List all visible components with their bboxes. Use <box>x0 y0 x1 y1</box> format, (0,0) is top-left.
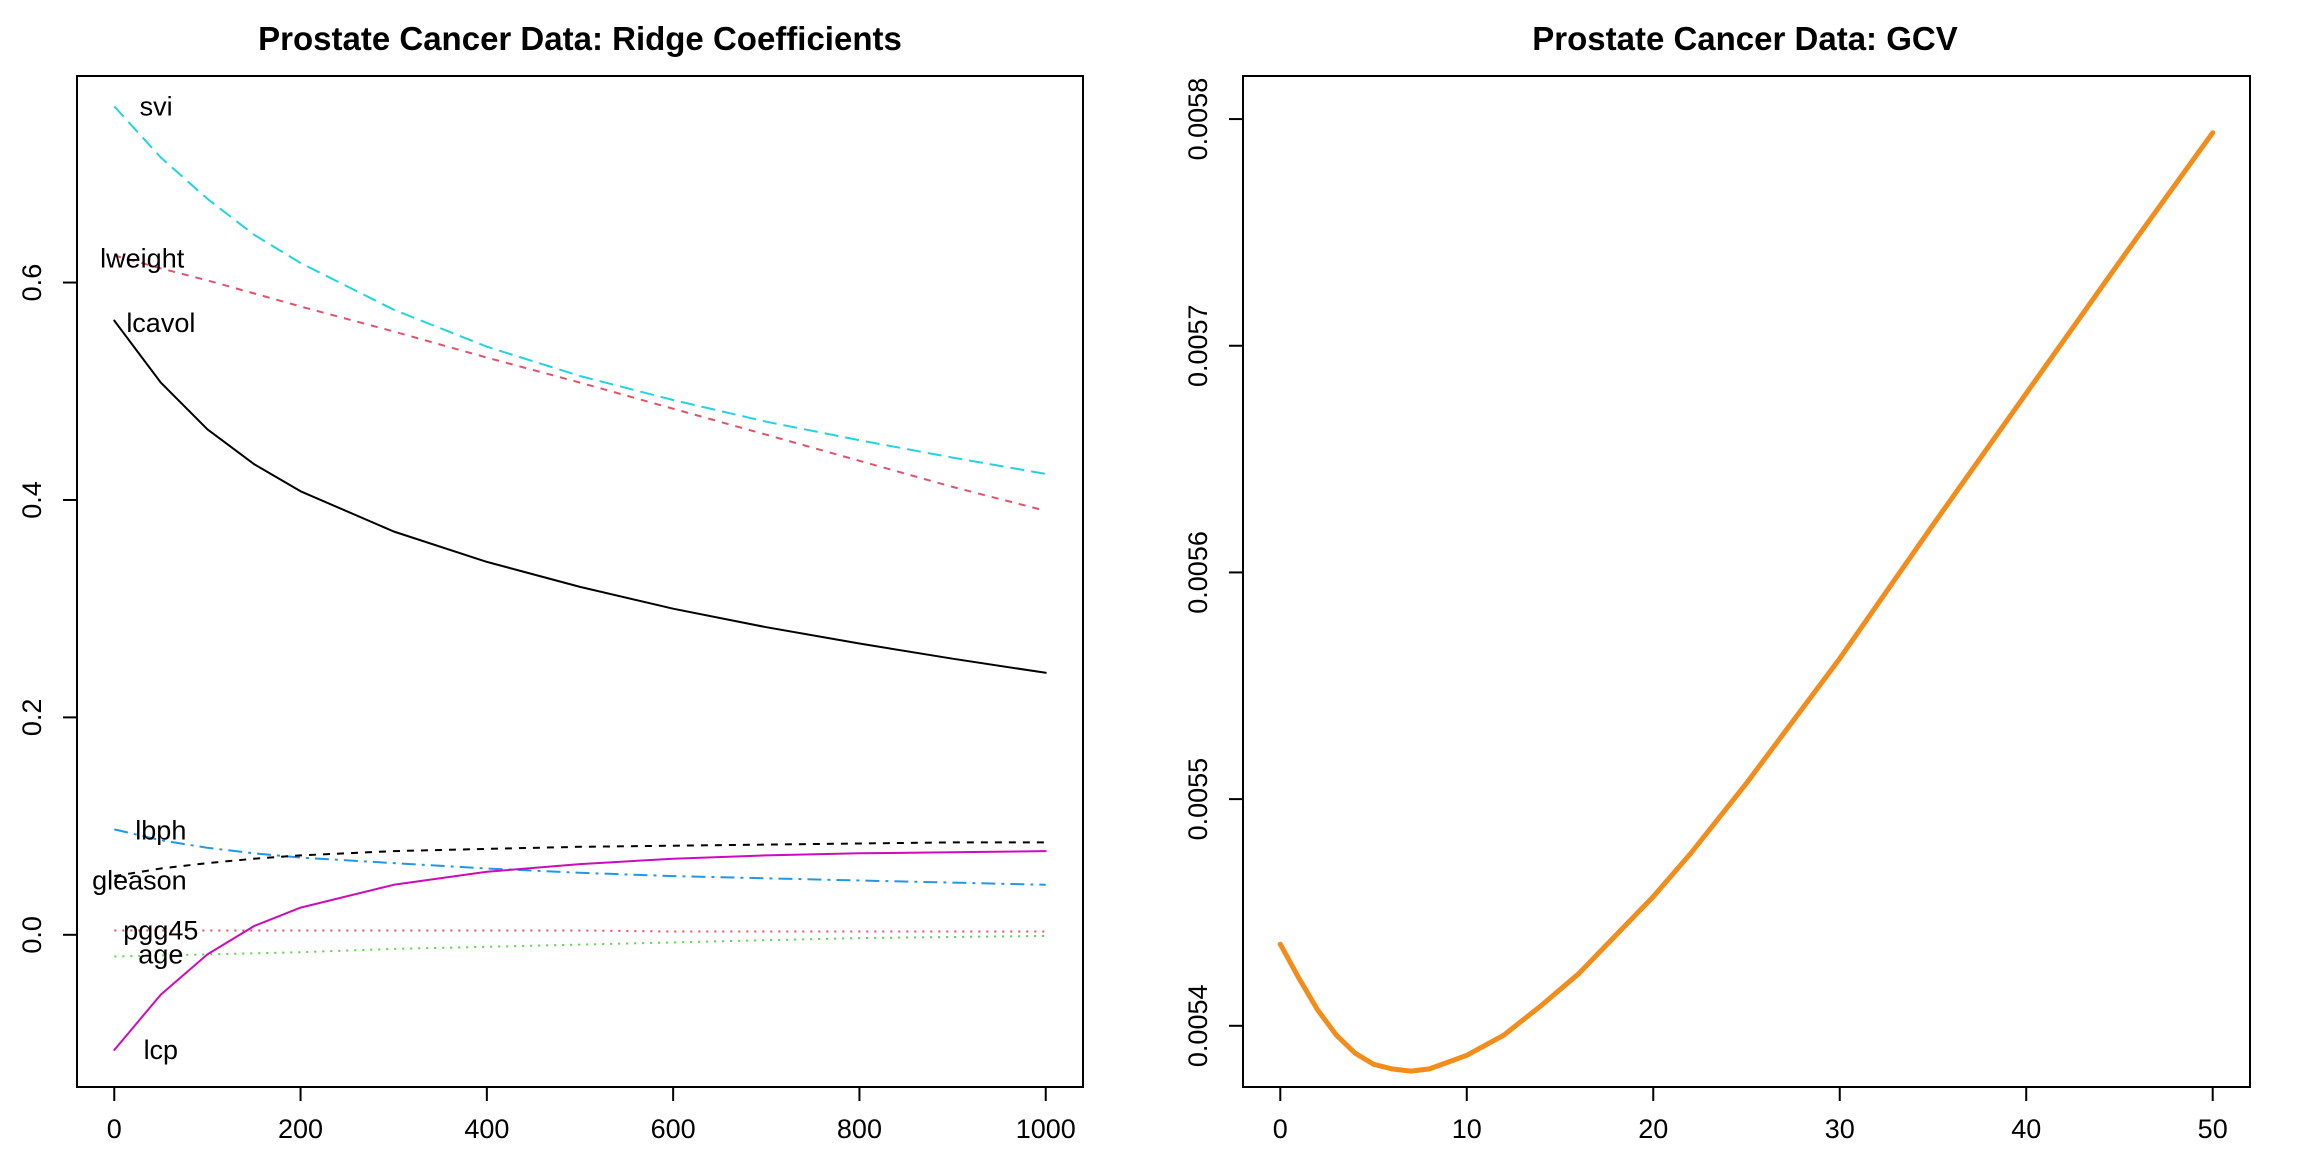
y-tick-label: 0.6 <box>17 264 47 302</box>
x-tick-label: 0 <box>1273 1114 1288 1144</box>
x-tick-label: 800 <box>837 1114 882 1144</box>
y-axis: 0.0054 0.0055 0.0056 0.0057 0.0058 <box>1183 78 1244 1067</box>
y-tick-label: 0.0057 <box>1183 304 1213 387</box>
series-group <box>113 105 1047 1051</box>
series-label-lcavol: lcavol <box>126 308 195 338</box>
series-label-age: age <box>138 939 183 969</box>
x-tick-label: 0 <box>107 1114 122 1144</box>
x-tick-label: 20 <box>1638 1114 1668 1144</box>
plot-frame <box>1242 75 2251 1088</box>
chart-title: Prostate Cancer Data: GCV <box>1532 20 1957 57</box>
series-label-lcp: lcp <box>144 1035 179 1065</box>
series-label-pgg45: pgg45 <box>123 915 198 945</box>
series-label-lweight: lweight <box>100 244 185 274</box>
gcv-panel: Prostate Cancer Data: GCV 0 10 20 30 40 50 0.… <box>1183 20 2251 1144</box>
series-line-age <box>114 934 1046 958</box>
x-tick-label: 600 <box>651 1114 696 1144</box>
series-line-lweight <box>114 254 1046 512</box>
plot-frame <box>76 75 1084 1088</box>
y-axis: 0.0 0.2 0.4 0.6 <box>17 264 78 954</box>
y-tick-label: 0.2 <box>17 699 47 737</box>
series-label-svi: svi <box>140 91 173 121</box>
x-tick-label: 30 <box>1825 1114 1855 1144</box>
x-tick-label: 400 <box>464 1114 509 1144</box>
x-tick-label: 200 <box>278 1114 323 1144</box>
y-tick-label: 0.0056 <box>1183 531 1213 614</box>
ridge-coefficients-panel: Prostate Cancer Data: Ridge Coefficients… <box>17 20 1084 1144</box>
series-label-gleason: gleason <box>92 865 187 895</box>
x-tick-label: 10 <box>1452 1114 1482 1144</box>
series-line-gleason <box>114 841 1046 878</box>
series-line-lcavol <box>113 319 1047 674</box>
series-label-lbph: lbph <box>135 815 186 845</box>
y-tick-label: 0.0054 <box>1183 984 1213 1067</box>
chart-title: Prostate Cancer Data: Ridge Coefficients <box>258 20 902 57</box>
x-tick-label: 50 <box>2198 1114 2228 1144</box>
x-tick-label: 40 <box>2011 1114 2041 1144</box>
y-tick-label: 0.0055 <box>1183 758 1213 841</box>
series-line-gcv <box>1277 130 2216 1074</box>
y-tick-label: 0.0 <box>17 916 47 954</box>
series-group <box>1277 130 2216 1074</box>
series-line-lcp <box>113 850 1047 1051</box>
x-tick-label: 1000 <box>1016 1114 1076 1144</box>
series-line-svi <box>113 105 1046 475</box>
series-line-lbph <box>114 828 1046 886</box>
series-line-pgg45 <box>114 929 1046 933</box>
x-axis: 0 200 400 600 800 1000 <box>107 1086 1076 1144</box>
y-tick-label: 0.4 <box>17 481 47 519</box>
x-axis: 0 10 20 30 40 50 <box>1273 1086 2228 1144</box>
y-tick-label: 0.0058 <box>1183 78 1213 161</box>
